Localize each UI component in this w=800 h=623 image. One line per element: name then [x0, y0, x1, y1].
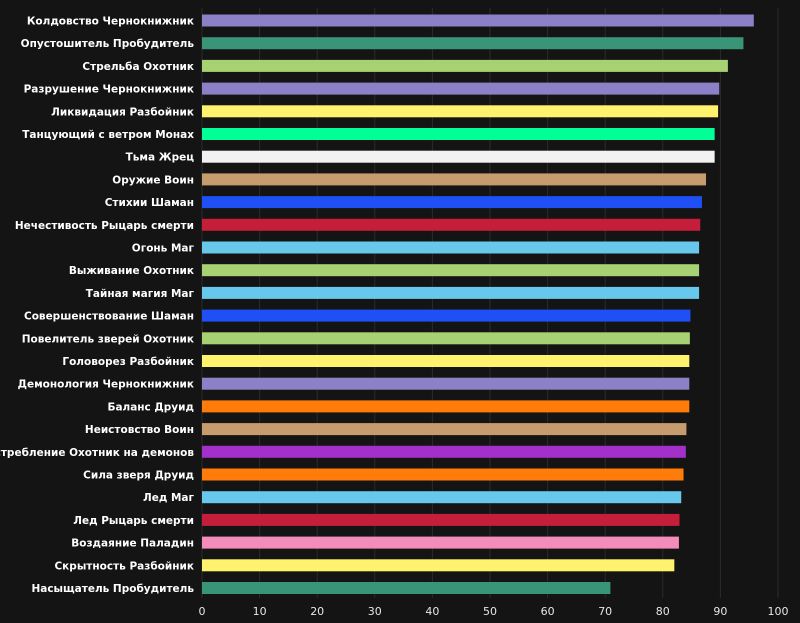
bar[interactable]: [202, 513, 680, 526]
bar[interactable]: [202, 218, 701, 231]
bar[interactable]: [202, 128, 715, 140]
bar[interactable]: [202, 196, 702, 209]
bar[interactable]: [202, 59, 728, 72]
bar[interactable]: [202, 286, 700, 299]
bar[interactable]: [202, 241, 700, 254]
bar[interactable]: [202, 105, 719, 118]
category-label: Баланс Друид: [107, 401, 194, 413]
category-label: Лед Рыцарь смерти: [73, 515, 194, 527]
category-label: Лед Маг: [143, 492, 195, 504]
category-label: Головорез Разбойник: [62, 356, 194, 368]
category-label: Истребление Охотник на демонов: [0, 447, 194, 459]
category-label: Демонология Чернокнижник: [18, 379, 194, 391]
bars: [202, 14, 754, 594]
category-labels: Колдовство Чернокнижник Опустошитель Проб…: [0, 16, 195, 596]
bar[interactable]: [202, 82, 720, 95]
x-tick-label: 40: [425, 605, 439, 618]
category-label: Танцующий с ветром Монах: [22, 129, 194, 141]
x-tick-label: 90: [713, 605, 727, 618]
category-label: Скрытность Разбойник: [54, 560, 194, 572]
category-label: Выживание Охотник: [69, 265, 194, 277]
gridlines: [201, 8, 779, 598]
bar[interactable]: [202, 582, 611, 594]
category-label: Стрельба Охотник: [82, 61, 194, 73]
bar[interactable]: [202, 309, 691, 322]
category-label: Совершенствование Шаман: [24, 311, 194, 323]
x-tick-label: 60: [541, 605, 555, 618]
category-label: Нечестивость Рыцарь смерти: [15, 220, 194, 232]
x-tick-label: 10: [253, 605, 267, 618]
bar[interactable]: [202, 150, 715, 163]
bar[interactable]: [202, 400, 690, 413]
category-label: Воздаяние Паладин: [71, 538, 194, 550]
x-axis-ticks: 0 10 20 30 40 50 60 70 80 90 100: [199, 605, 789, 618]
bar[interactable]: [202, 445, 686, 458]
category-label: Опустошитель Пробудитель: [21, 38, 195, 50]
category-label: Неистовство Воин: [85, 424, 194, 436]
bar[interactable]: [202, 423, 687, 436]
bar[interactable]: [202, 377, 690, 390]
category-label: Повелитель зверей Охотник: [22, 333, 194, 345]
category-label: Насыщатель Пробудитель: [31, 583, 194, 595]
category-label: Тайная магия Маг: [86, 288, 195, 300]
bar[interactable]: [202, 332, 690, 345]
bar[interactable]: [202, 264, 700, 277]
bar[interactable]: [202, 37, 744, 50]
bar[interactable]: [202, 355, 690, 367]
category-label: Разрушение Чернокнижник: [24, 84, 194, 96]
bar[interactable]: [202, 536, 679, 549]
category-label: Сила зверя Друид: [83, 470, 194, 482]
category-label: Огонь Маг: [132, 243, 195, 255]
bar[interactable]: [202, 14, 754, 27]
category-label: Колдовство Чернокнижник: [27, 16, 194, 28]
x-tick-label: 30: [368, 605, 382, 618]
category-label: Ликвидация Разбойник: [51, 106, 194, 118]
bar[interactable]: [202, 173, 706, 186]
category-label: Оружие Воин: [112, 174, 194, 186]
category-label: Тьма Жрец: [126, 152, 195, 164]
bar[interactable]: [202, 491, 682, 504]
bar[interactable]: [202, 559, 675, 572]
x-tick-label: 70: [598, 605, 612, 618]
x-tick-label: 50: [483, 605, 497, 618]
x-tick-label: 20: [310, 605, 324, 618]
category-label: Стихии Шаман: [105, 197, 194, 209]
x-tick-label: 0: [199, 605, 206, 618]
x-tick-label: 80: [656, 605, 670, 618]
x-tick-label: 100: [768, 605, 789, 618]
bar[interactable]: [202, 468, 684, 481]
